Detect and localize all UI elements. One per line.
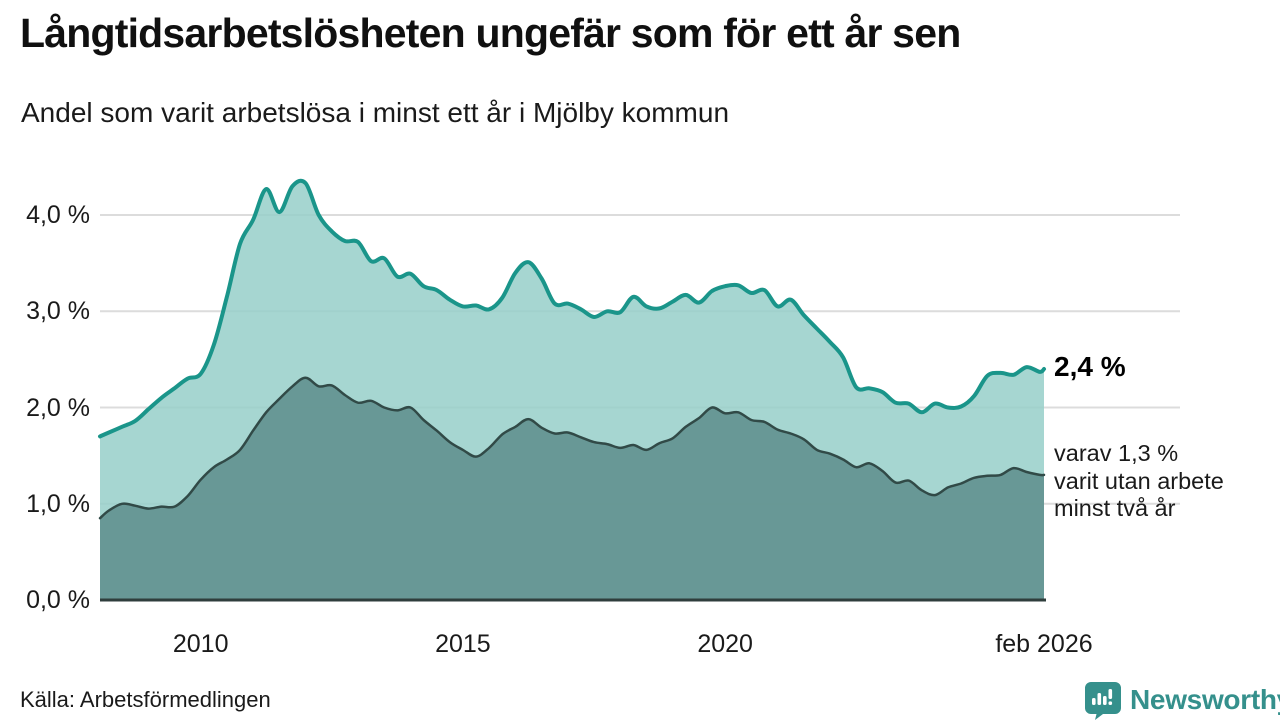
bar-3 (1103, 696, 1107, 705)
page-subtitle: Andel som varit arbetslösa i minst ett å… (21, 97, 730, 128)
page-title: Långtidsarbetslösheten ungefär som för e… (20, 10, 961, 56)
two-year-share-label: varav 1,3 % varit utan arbete minst två … (1054, 440, 1224, 523)
area-min-two-years (100, 377, 1044, 600)
source-credit: Källa: Arbetsförmedlingen (20, 687, 271, 712)
x-tick-label: feb 2026 (995, 630, 1093, 658)
bar-2 (1097, 693, 1102, 705)
newsworthy-bubble-icon (1085, 682, 1121, 720)
x-tick-label: 2015 (435, 630, 491, 658)
two-year-share-line-1: varav 1,3 % (1054, 440, 1179, 466)
y-tick-label: 3,0 % (26, 297, 90, 326)
x-tick-label: 2010 (172, 630, 229, 658)
x-tick-label: 2020 (697, 630, 753, 658)
line-min-one-year (98, 178, 1046, 439)
latest-value-label: 2,4 % (1054, 351, 1126, 382)
y-tick-label: 0,0 % (26, 586, 90, 614)
exclamation-dot (1108, 701, 1113, 705)
newsworthy-logo: Newsworthy (1083, 680, 1280, 720)
y-tick-label: 2,0 % (26, 393, 90, 422)
two-year-share-line-2: varit utan arbete (1054, 467, 1224, 494)
two-year-share-line-3: minst två år (1054, 495, 1176, 521)
newsworthy-wordmark: Newsworthy (1130, 684, 1280, 715)
line-min-two-years (98, 376, 1046, 520)
exclamation-bar (1108, 689, 1113, 699)
y-tick-label: 4,0 % (26, 201, 90, 229)
y-tick-label: 1,0 % (26, 489, 90, 518)
bar-1 (1092, 698, 1096, 705)
